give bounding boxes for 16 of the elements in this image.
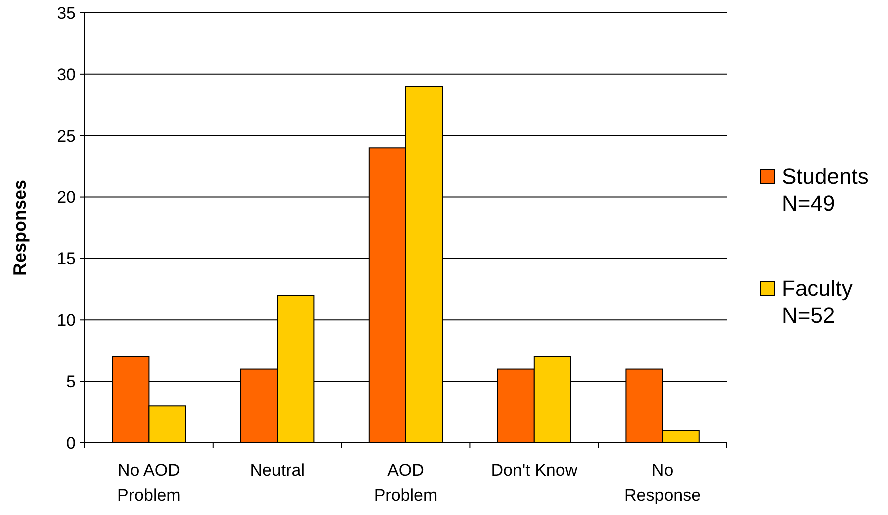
y-tick-label: 5 [66,372,76,392]
y-tick-label: 30 [57,65,76,84]
x-tick-label: No Response [624,461,702,505]
y-tick-label: 25 [57,126,76,146]
x-tick-label: AOD Problem [374,461,438,505]
y-tick-label: 35 [57,4,76,23]
x-tick-label: Neutral [250,461,306,480]
x-tick-label: No AOD Problem [118,461,181,505]
y-tick-label: 15 [57,250,76,269]
y-tick-label: 10 [57,311,76,330]
x-tick-label: Don't Know [491,461,578,480]
legend-label: Students N=49 [782,164,869,216]
y-tick-label: 0 [66,434,76,453]
legend-label: Faculty N=52 [782,276,853,328]
y-tick-label: 20 [57,188,76,208]
y-axis-title: Responses [10,180,30,276]
